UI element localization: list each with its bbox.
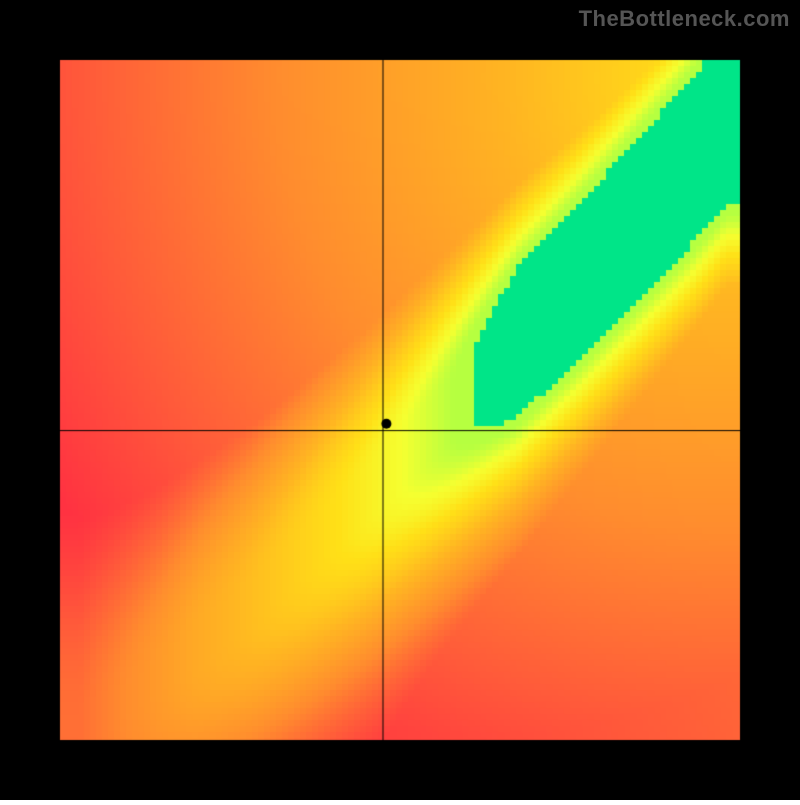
chart-container: { "chart": { "type": "heatmap", "width":… [0,0,800,800]
heatmap-canvas [0,0,800,800]
watermark-text: TheBottleneck.com [579,6,790,32]
heatmap-canvas-wrap [0,0,800,805]
